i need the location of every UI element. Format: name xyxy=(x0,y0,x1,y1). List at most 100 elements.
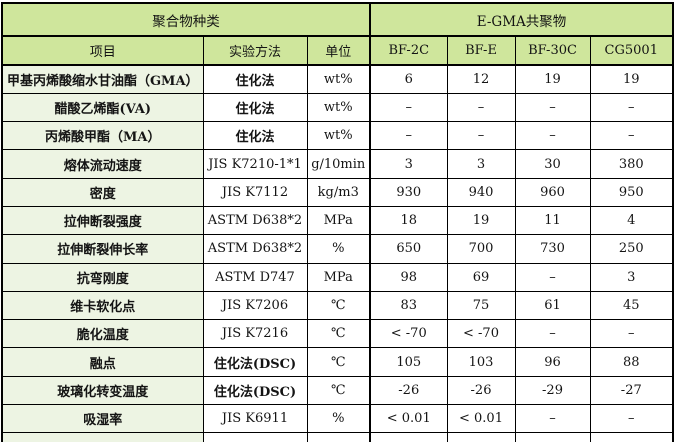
row-method: 住化法 xyxy=(202,64,308,94)
header-group-row: 聚合物种类 E-GMA共聚物 xyxy=(1,2,674,37)
row-empty-cell xyxy=(514,432,591,442)
partial-clipped-row xyxy=(1,432,674,442)
row-method: JIS K6911 xyxy=(202,404,308,434)
row-unit: kg/m3 xyxy=(306,177,371,207)
row-value: < -70 xyxy=(446,319,516,349)
table-row: 醋酸乙烯酯(VA) 住化法 wt% – – – – xyxy=(1,92,674,123)
row-value: 98 xyxy=(369,262,448,292)
row-method: ASTM D638*2 xyxy=(202,205,308,236)
row-item-label: 拉伸断裂强度 xyxy=(1,205,204,236)
row-unit: MPa xyxy=(306,205,371,236)
row-item-label: 密度 xyxy=(1,177,204,207)
row-value: < -70 xyxy=(369,319,448,349)
row-value: 103 xyxy=(446,347,516,377)
row-item-label: 玻璃化转变温度 xyxy=(1,375,204,406)
row-value: 730 xyxy=(514,234,591,264)
row-item-label: 脆化温度 xyxy=(1,319,204,349)
table-body: 甲基丙烯酸缩水甘油酯（GMA） 住化法 wt% 6 12 19 19 醋酸乙烯酯(VA) 住化法… xyxy=(1,64,674,442)
row-unit: g/10min xyxy=(306,149,371,179)
row-method: 住化法(DSC) xyxy=(202,375,308,406)
row-method: JIS K7216 xyxy=(202,319,308,349)
row-item-label: 丙烯酸甲酯（MA） xyxy=(1,121,204,151)
table-row: 密度 JIS K7112 kg/m3 930 940 960 950 xyxy=(1,177,674,207)
table-row: 维卡软化点 JIS K7206 ℃ 83 75 61 45 xyxy=(1,290,674,321)
row-value: < 0.01 xyxy=(369,404,448,434)
row-empty-cell xyxy=(446,432,516,442)
row-value: 3 xyxy=(446,149,516,179)
column-header-bfe: BF-E xyxy=(446,35,516,66)
row-value: – xyxy=(514,92,591,123)
column-header-method: 实验方法 xyxy=(202,35,308,66)
row-unit: wt% xyxy=(306,92,371,123)
row-item-label: 吸湿率 xyxy=(1,404,204,434)
column-header-bf2c: BF-2C xyxy=(369,35,448,66)
row-value: 3 xyxy=(369,149,448,179)
row-value: 700 xyxy=(446,234,516,264)
row-value: 940 xyxy=(446,177,516,207)
row-value: -29 xyxy=(514,375,591,406)
row-value: 19 xyxy=(589,64,674,94)
row-item-label: 拉伸断裂伸长率 xyxy=(1,234,204,264)
row-value: -27 xyxy=(589,375,674,406)
table-row: 拉伸断裂伸长率 ASTM D638*2% 650 700 730 250 xyxy=(1,234,674,264)
row-value: 105 xyxy=(369,347,448,377)
column-header-unit: 单位 xyxy=(306,35,371,66)
row-value: 83 xyxy=(369,290,448,321)
table-row: 丙烯酸甲酯（MA） 住化法 wt% – – – – xyxy=(1,121,674,151)
row-value: – xyxy=(369,121,448,151)
row-item-label: 维卡软化点 xyxy=(1,290,204,321)
row-unit: % xyxy=(306,234,371,264)
column-header-item: 项目 xyxy=(1,35,204,66)
row-item-label: 熔体流动速度 xyxy=(1,149,204,179)
table-row: 抗弯刚度 ASTM D747 MPa 98 69–3 xyxy=(1,262,674,292)
row-value: – xyxy=(514,121,591,151)
row-unit: % xyxy=(306,404,371,434)
row-value: 88 xyxy=(589,347,674,377)
table-row: 熔体流动速度 JIS K7210-1*1 g/10min 3 3 30 380 xyxy=(1,149,674,179)
row-value: -26 xyxy=(446,375,516,406)
row-value: – xyxy=(589,121,674,151)
row-item-label: 抗弯刚度 xyxy=(1,262,204,292)
row-value: < 0.01 xyxy=(446,404,516,434)
row-method: ASTM D638*2 xyxy=(202,234,308,264)
row-value: – xyxy=(589,404,674,434)
row-unit: wt% xyxy=(306,121,371,151)
row-value: 45 xyxy=(589,290,674,321)
row-item-label: 醋酸乙烯酯(VA) xyxy=(1,92,204,123)
row-empty-cell xyxy=(202,432,308,442)
row-empty-cell xyxy=(589,432,674,442)
row-value: 380 xyxy=(589,149,674,179)
table-row: 融点 住化法(DSC) ℃ 105 103 96 88 xyxy=(1,347,674,377)
row-value: – xyxy=(514,262,591,292)
row-value: 18 xyxy=(369,205,448,236)
row-item-label: 甲基丙烯酸缩水甘油酯（GMA） xyxy=(1,64,204,94)
row-value: – xyxy=(446,92,516,123)
row-value: 4 xyxy=(589,205,674,236)
row-value: 19 xyxy=(446,205,516,236)
row-value: 69 xyxy=(446,262,516,292)
table-row: 吸湿率 JIS K6911% < 0.01 < 0.01– – xyxy=(1,404,674,434)
row-value: 11 xyxy=(514,205,591,236)
row-unit: wt% xyxy=(306,64,371,94)
row-value: 930 xyxy=(369,177,448,207)
row-method: 住化法 xyxy=(202,92,308,123)
column-header-bf30c: BF-30C xyxy=(514,35,591,66)
row-value: 960 xyxy=(514,177,591,207)
row-unit: ℃ xyxy=(306,290,371,321)
row-value: 950 xyxy=(589,177,674,207)
column-header-cg5001: CG5001 xyxy=(589,35,674,66)
row-value: 96 xyxy=(514,347,591,377)
row-value: – xyxy=(514,319,591,349)
row-method: 住化法 xyxy=(202,121,308,151)
row-value: – xyxy=(446,121,516,151)
row-empty-cell xyxy=(1,432,204,442)
row-method: ASTM D747 xyxy=(202,262,308,292)
row-value: 650 xyxy=(369,234,448,264)
row-method: JIS K7206 xyxy=(202,290,308,321)
row-value: 19 xyxy=(514,64,591,94)
table-row: 拉伸断裂强度 ASTM D638*2 MPa 18 19 11 4 xyxy=(1,205,674,236)
table-row: 玻璃化转变温度 住化法(DSC) ℃ -26 -26 -29 -27 xyxy=(1,375,674,406)
row-value: 75 xyxy=(446,290,516,321)
